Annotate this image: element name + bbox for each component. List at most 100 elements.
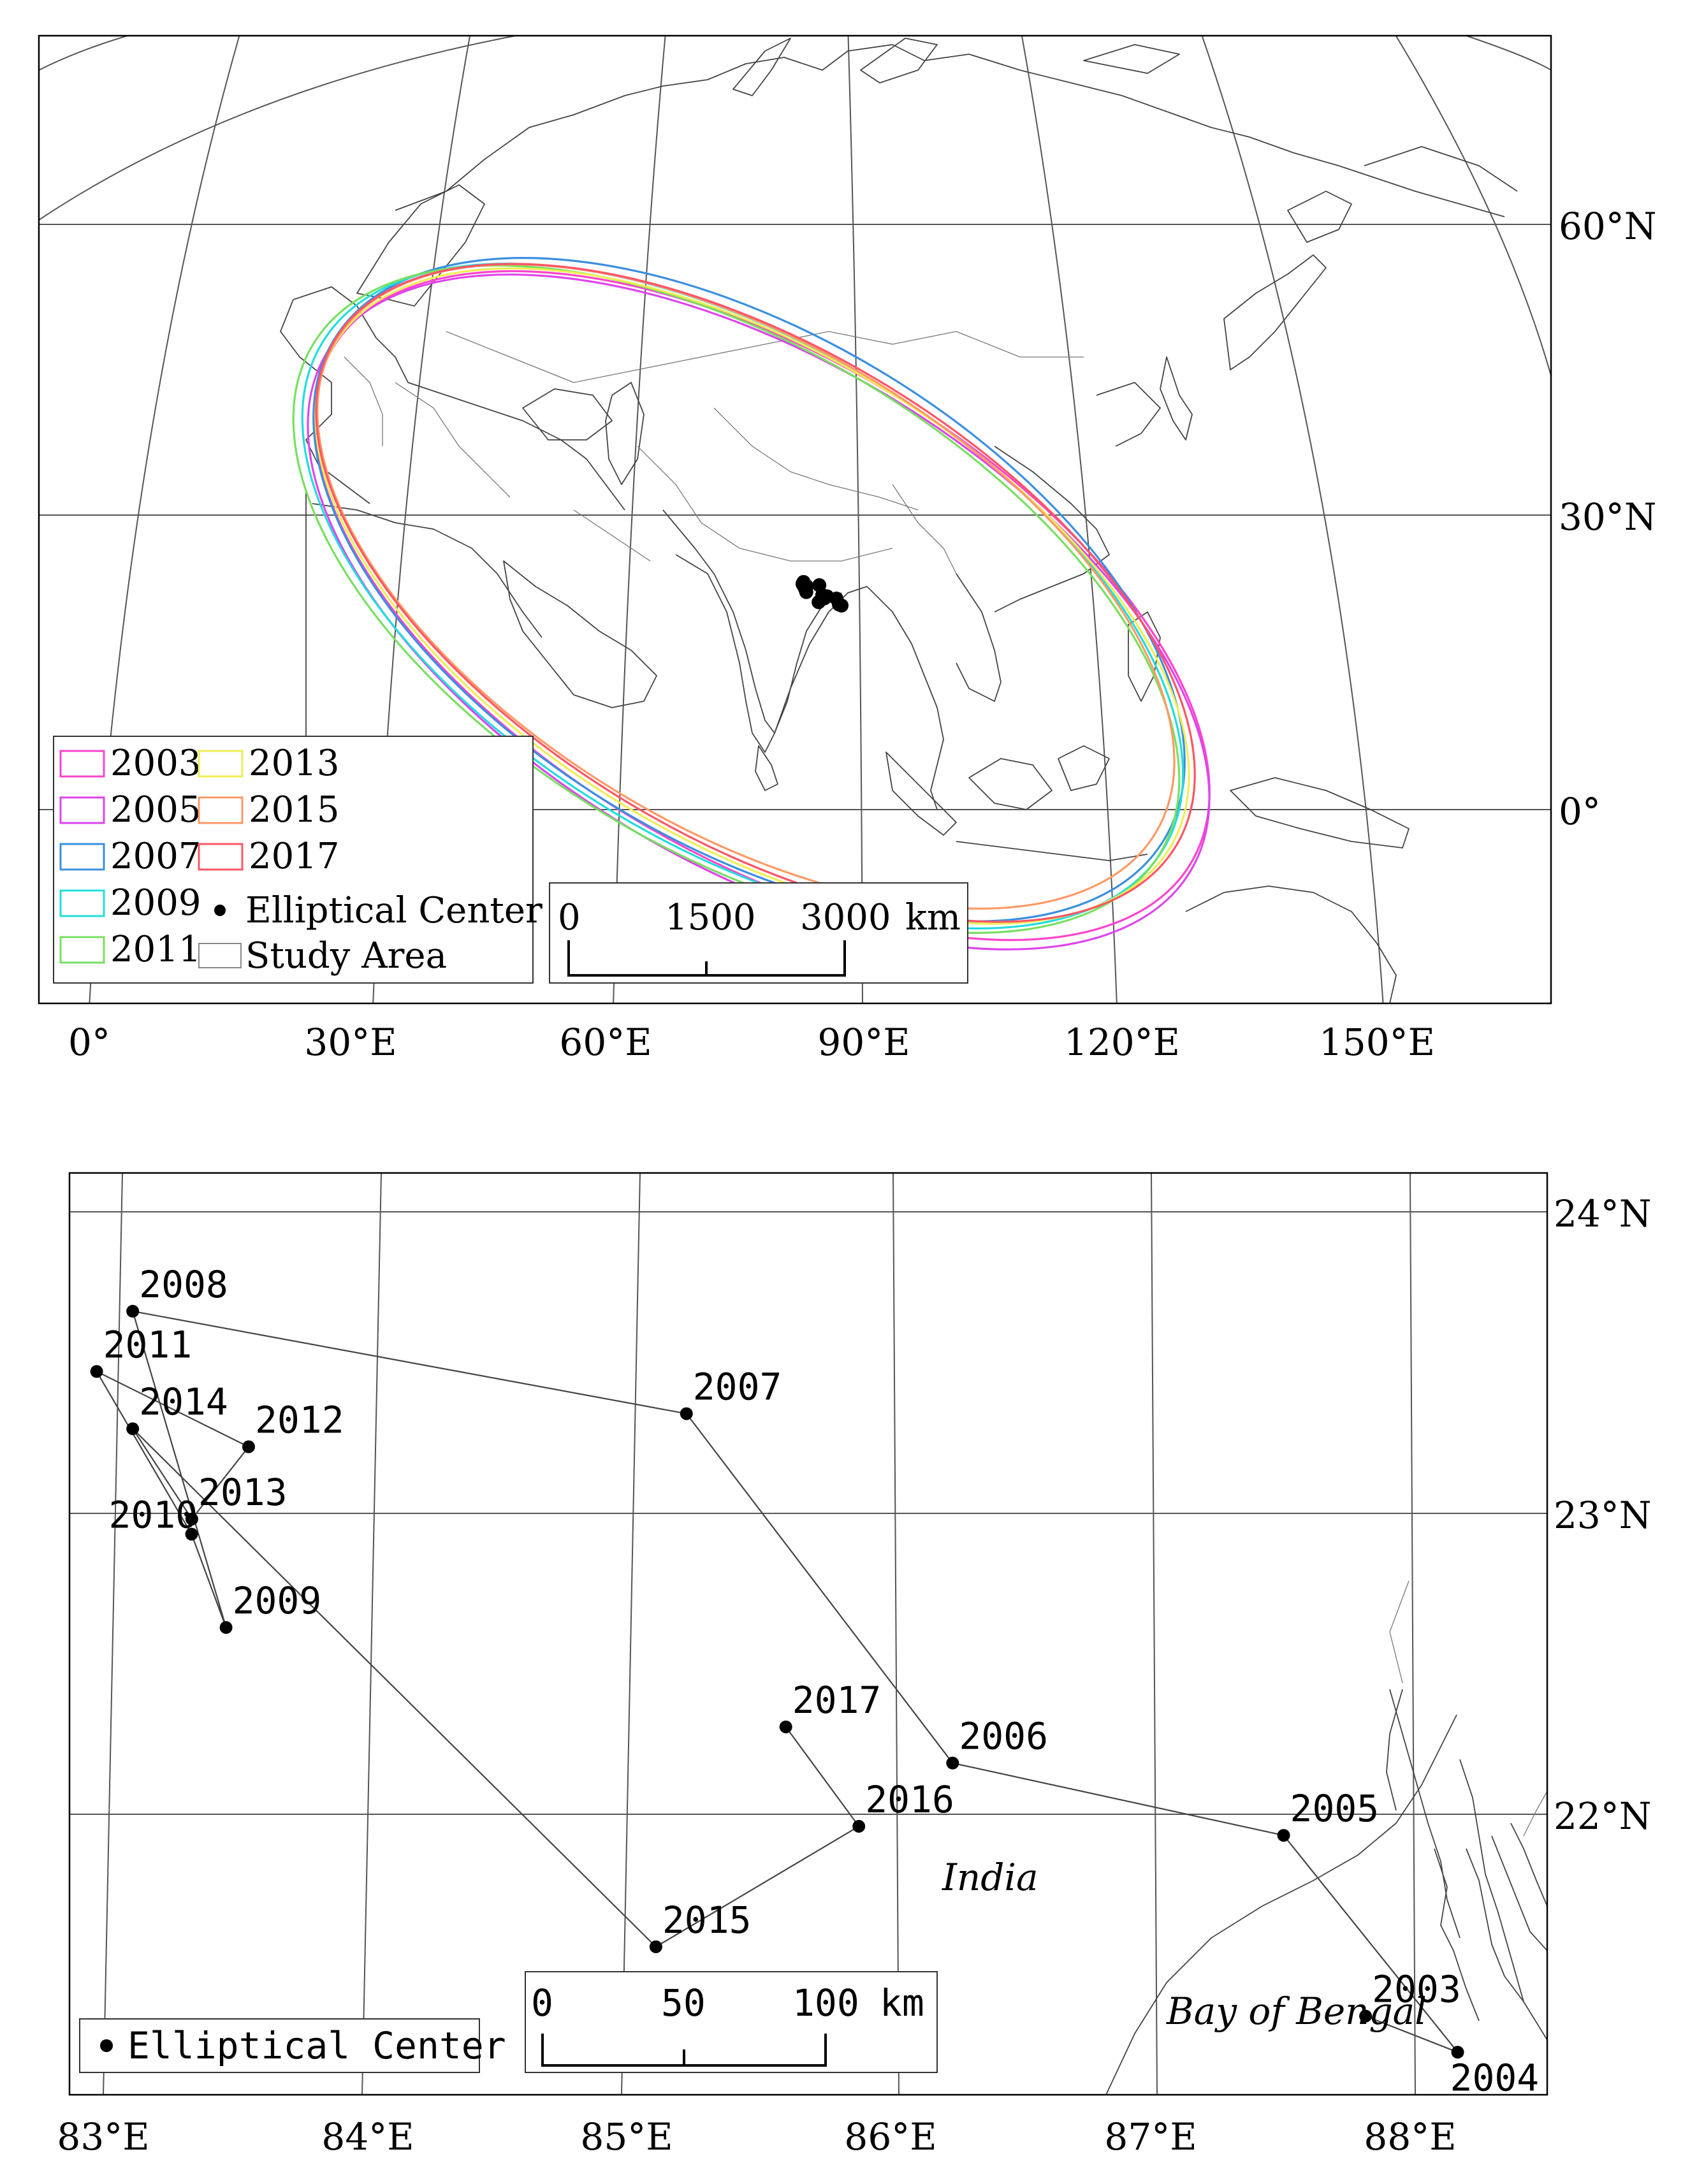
bottom-center-2004 xyxy=(1451,2046,1464,2059)
bottom-legend-center-dot xyxy=(100,2039,113,2052)
top-meridian-150 xyxy=(1201,36,1384,1003)
top-lon-label-90: 90°E xyxy=(817,1021,910,1064)
center-label-2013: 2013 xyxy=(198,1471,288,1514)
bottom-lon-label-87: 87°E xyxy=(1104,2115,1197,2159)
bottom-center-2007 xyxy=(680,1407,693,1420)
top-lon-label-30: 30°E xyxy=(304,1021,397,1064)
bottom-lon-label-88: 88°E xyxy=(1364,2115,1456,2159)
top-lat-label-0: 0° xyxy=(1559,790,1601,833)
top-meridian-60 xyxy=(613,36,666,1003)
legend-label-2007: 2007 xyxy=(110,836,201,877)
top-lat-label-60: 60°N xyxy=(1559,205,1657,248)
legend-label-2005: 2005 xyxy=(110,789,201,831)
bottom-legend-center-label: Elliptical Center xyxy=(127,2024,506,2067)
legend-swatch-2017 xyxy=(198,843,244,871)
bottom-lon-label-85: 85°E xyxy=(580,2115,673,2159)
top-elliptical-centers xyxy=(795,574,849,613)
center-label-2012: 2012 xyxy=(255,1399,344,1442)
bottom-lon-label-86: 86°E xyxy=(844,2115,936,2159)
bottom-scale-label-50: 50 xyxy=(661,1981,706,2025)
top-lat-label-30: 30°N xyxy=(1559,495,1657,539)
legend-label-2013: 2013 xyxy=(249,743,340,784)
bottom-center-2016 xyxy=(852,1819,866,1833)
landmass-outlines xyxy=(280,38,1518,1003)
bottom-center-2008 xyxy=(126,1304,140,1318)
center-label-2010: 2010 xyxy=(109,1494,198,1537)
legend-label-2003: 2003 xyxy=(110,743,201,784)
legend-swatch-2003 xyxy=(59,750,105,778)
center-label-2008: 2008 xyxy=(139,1263,228,1306)
legend-study-label: Study Area xyxy=(245,935,447,977)
legend-swatch-2009 xyxy=(59,889,105,917)
top-scale-label-1500: 1500 xyxy=(665,897,756,938)
bottom-lat-label-23: 23°N xyxy=(1554,1494,1652,1537)
top-scale-unit: km xyxy=(905,897,961,938)
center-label-2004: 2004 xyxy=(1450,2056,1540,2099)
center-label-2011: 2011 xyxy=(103,1323,193,1366)
ellipse-2011 xyxy=(292,264,1181,935)
bottom-legend: Elliptical Center xyxy=(79,2018,506,2073)
ellipse-2017 xyxy=(315,263,1196,923)
legend-label-2011: 2011 xyxy=(110,929,201,970)
bottom-map-frame xyxy=(68,1172,1548,2096)
center-label-2009: 2009 xyxy=(233,1579,322,1622)
top-lon-label-120: 120°E xyxy=(1064,1021,1180,1064)
top-legend: 2003 2005 2007 2009 2011 2013 2015 2017 Ellipti… xyxy=(53,736,543,984)
bottom-center-2010 xyxy=(185,1527,198,1541)
center-label-2015: 2015 xyxy=(662,1898,752,1942)
bottom-meridian-86 xyxy=(892,1173,900,2095)
bottom-center-2015 xyxy=(649,1940,662,1953)
bottom-meridian-88 xyxy=(1410,1173,1416,2095)
legend-swatch-2011 xyxy=(59,936,105,964)
bottom-center-2014 xyxy=(126,1422,140,1436)
bottom-center-2009 xyxy=(219,1621,233,1634)
legend-swatch-2007 xyxy=(59,843,105,871)
top-center-2017 xyxy=(815,588,829,602)
ellipse-2015 xyxy=(316,263,1176,910)
bottom-center-2003 xyxy=(1359,2009,1373,2023)
bottom-center-2011 xyxy=(90,1365,103,1378)
center-label-2007: 2007 xyxy=(693,1365,782,1409)
bottom-lat-label-24: 24°N xyxy=(1554,1192,1652,1235)
bottom-meridian-87 xyxy=(1151,1173,1158,2095)
deviational-ellipses xyxy=(292,257,1211,950)
center-label-2006: 2006 xyxy=(959,1715,1048,1758)
legend-center-dot xyxy=(214,905,226,916)
top-map-frame xyxy=(38,34,1552,1005)
bottom-meridian-85 xyxy=(621,1173,641,2095)
bottom-lon-label-83: 83°E xyxy=(57,2115,149,2159)
center-label-2003: 2003 xyxy=(1372,1968,1461,2011)
place-india: India xyxy=(942,1856,1038,1899)
center-label-2014: 2014 xyxy=(139,1380,228,1423)
top-scale-bar: 0 1500 3000 km xyxy=(549,882,968,984)
legend-study-swatch xyxy=(198,943,242,968)
legend-swatch-2015 xyxy=(198,796,244,824)
bottom-scale-unit: km xyxy=(880,1981,924,2025)
bottom-center-2006 xyxy=(946,1756,959,1770)
top-center-2014 xyxy=(796,578,811,593)
top-meridian-90 xyxy=(847,36,863,1003)
bottom-elliptical-centers: 2003 2004 2005 2006 2007 2008 2009 2010 2011 2012… xyxy=(90,1263,1540,2099)
top-map: 60°N 30°N 0° 0° 30°E 60°E 90°E 120°E 150… xyxy=(38,34,1657,1064)
bottom-lat-label-22: 22°N xyxy=(1554,1795,1652,1838)
top-lon-label-150: 150°E xyxy=(1319,1021,1435,1064)
bottom-center-2012 xyxy=(242,1440,255,1453)
bottom-meridian-83 xyxy=(103,1173,123,2095)
place-bay-of-bengal: Bay of Bengal xyxy=(1166,1990,1427,2033)
top-scale-label-3000: 3000 xyxy=(800,897,891,938)
bottom-scale-bar: 0 50 100 km xyxy=(525,1971,938,2073)
bay-of-bengal-coastline xyxy=(1105,1580,1547,2095)
bottom-center-2005 xyxy=(1277,1829,1290,1842)
center-label-2016: 2016 xyxy=(865,1778,954,1821)
top-arc-2 xyxy=(39,36,128,71)
bottom-scale-label-0: 0 xyxy=(531,1981,553,2025)
legend-swatch-2013 xyxy=(198,750,244,778)
bottom-meridian-84 xyxy=(361,1173,382,2095)
legend-label-2009: 2009 xyxy=(110,882,201,924)
bottom-center-2013 xyxy=(185,1512,198,1525)
legend-center-label: Elliptical Center xyxy=(245,890,543,931)
top-meridian-180 xyxy=(1395,36,1551,379)
center-label-2005: 2005 xyxy=(1290,1787,1380,1830)
legend-label-2017: 2017 xyxy=(249,836,340,877)
